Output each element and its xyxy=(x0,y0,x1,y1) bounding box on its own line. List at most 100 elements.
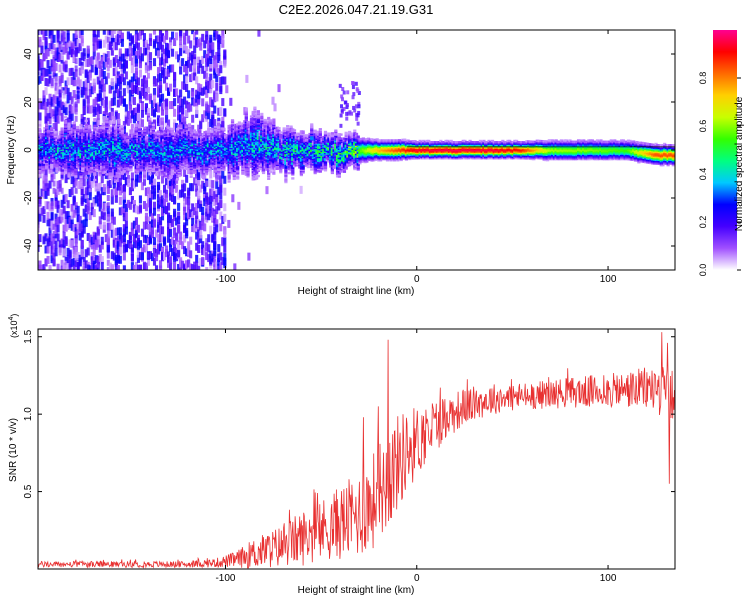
spectrogram-cell xyxy=(138,30,142,37)
spectrogram-cell xyxy=(120,140,124,144)
spectrogram-cell xyxy=(299,185,303,194)
spectrogram-cell xyxy=(67,168,71,172)
spectrogram-cell xyxy=(60,115,64,122)
spectrogram-cell xyxy=(164,249,169,258)
spectrogram-cell xyxy=(70,163,75,166)
spectrogram-cell xyxy=(38,160,42,164)
spectrogram-cell xyxy=(172,132,176,136)
spectrogram-cell xyxy=(167,158,171,161)
spectrogram-cell xyxy=(130,110,134,119)
spectrogram-cell xyxy=(129,149,133,152)
spectrogram-cell xyxy=(66,200,70,209)
spectrogram-cell xyxy=(137,150,142,154)
spectrogram-cell xyxy=(70,142,75,145)
spectrogram-cell xyxy=(77,151,81,154)
spectrogram-cell xyxy=(92,247,96,256)
spectrogram-cell xyxy=(146,252,150,259)
spectrogram-cell xyxy=(116,255,120,264)
spectrogram-cell xyxy=(162,144,166,147)
spectrogram-cell xyxy=(156,159,161,163)
spectrogram-cell xyxy=(146,187,150,194)
spectrogram-cell xyxy=(115,150,119,153)
spectrogram-cell xyxy=(112,162,116,165)
spectrogram-cell xyxy=(211,180,215,189)
spectrogram-cell xyxy=(104,76,108,85)
spectrogram-cell xyxy=(165,145,169,148)
spectrogram-cell xyxy=(62,105,66,114)
spectrogram-cell xyxy=(38,130,42,133)
spectrogram-cell xyxy=(124,104,128,113)
spectrogram-cell xyxy=(217,34,221,43)
spectrogram-cell xyxy=(152,109,157,118)
spectrogram-cell xyxy=(119,138,123,142)
spectrogram-cell xyxy=(150,144,154,147)
spectrogram-cell xyxy=(141,156,145,159)
spectrogram-cell xyxy=(175,127,180,131)
spectrogram-cell xyxy=(165,129,169,132)
spectrogram-cell xyxy=(62,143,66,146)
spectrogram-cell xyxy=(51,149,56,152)
spectrogram-cell xyxy=(132,220,136,229)
spectrogram-cell xyxy=(67,131,71,135)
spectrogram-cell xyxy=(44,258,48,267)
spectrogram-cell xyxy=(92,198,96,207)
spectrogram-cell xyxy=(62,239,66,248)
spectrogram-cell xyxy=(141,148,145,151)
spectrogram-cell xyxy=(167,234,171,243)
spectrogram-cell xyxy=(82,178,86,187)
spectrogram-cell xyxy=(136,156,140,159)
spectrogram-cell xyxy=(84,143,88,146)
spectrogram-cell xyxy=(117,159,121,163)
spectrogram-cell xyxy=(70,258,74,267)
spectrogram-cell xyxy=(120,95,124,104)
spectrogram-cell xyxy=(213,70,217,79)
spectrogram-cell xyxy=(151,135,155,138)
spectrogram-cell xyxy=(46,141,50,145)
spectrogram-cell xyxy=(78,181,82,190)
spectrogram-cell xyxy=(215,59,219,68)
spectrogram-cell xyxy=(103,138,107,142)
spectrogram-cell xyxy=(89,142,93,145)
spectrogram-cell xyxy=(110,159,114,162)
spectrogram-cell xyxy=(70,112,74,121)
spectrogram-cell xyxy=(58,145,62,148)
spectrogram-cell xyxy=(38,224,40,233)
spectrogram-cell xyxy=(117,169,121,172)
spectrogram-cell xyxy=(106,30,110,36)
spectrogram-cell xyxy=(94,137,99,140)
spectrogram-cell xyxy=(174,133,178,137)
spectrogram-cell xyxy=(86,160,90,163)
spectrogram-cell xyxy=(39,155,44,159)
spectrogram-cell xyxy=(136,224,140,233)
spectrogram-cell xyxy=(151,159,155,162)
spectrogram-cell xyxy=(58,146,62,150)
spectrogram-cell xyxy=(52,238,56,245)
spectrogram-cell xyxy=(108,135,112,139)
spectrogram-cell xyxy=(57,151,61,154)
spectrogram-cell xyxy=(51,143,56,147)
spectrogram-cell xyxy=(155,140,159,144)
spectrogram-cell xyxy=(84,146,88,149)
spectrogram-cell xyxy=(74,167,78,170)
spectrogram-cell xyxy=(354,104,358,109)
spectrogram-cell xyxy=(146,153,150,156)
spectrogram-cell xyxy=(153,165,157,168)
spectrogram-cell xyxy=(207,57,211,66)
spectrogram-cell xyxy=(112,171,116,175)
spectrogram-cell xyxy=(94,150,99,153)
spectrogram-cell xyxy=(67,169,71,173)
spectrogram-cell xyxy=(82,128,87,131)
spectrogram-cell xyxy=(76,76,80,85)
spectrogram-cell xyxy=(170,130,174,133)
spectrogram-cell xyxy=(169,186,173,195)
spectrogram-cell xyxy=(75,162,80,166)
spectrogram-cell xyxy=(164,194,169,203)
spectrogram-cell xyxy=(98,169,102,173)
spectrogram-cell xyxy=(50,30,54,39)
spectrogram-cell xyxy=(113,158,118,161)
spectrogram-cell xyxy=(175,163,180,166)
spectrogram-cell xyxy=(348,110,352,115)
spectrogram-cell xyxy=(137,137,142,140)
spectrogram-cell xyxy=(41,142,45,145)
spectrogram-cell xyxy=(75,133,80,137)
